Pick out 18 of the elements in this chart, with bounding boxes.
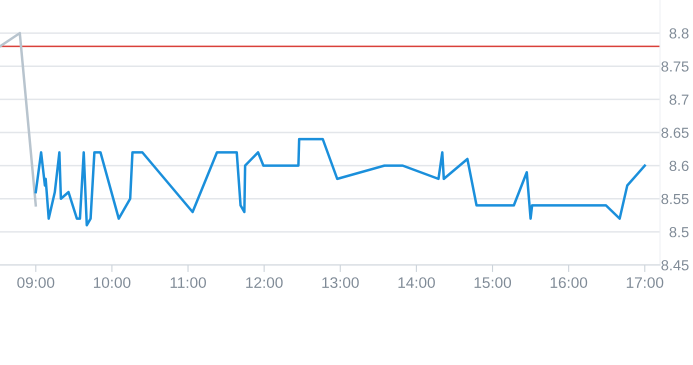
x-tick-label: 09:00 (17, 277, 54, 288)
x-tick-label: 11:00 (170, 277, 206, 288)
x-tick-label: 12:00 (246, 277, 283, 288)
x-tick-label: 17:00 (626, 277, 664, 288)
y-tick-label: 8.8 (670, 28, 689, 39)
x-tick-label: 10:00 (94, 277, 130, 288)
x-tick-label: 14:00 (398, 277, 435, 288)
y-tick-label: 8.55 (661, 194, 689, 204)
y-tick-label: 8.7 (670, 94, 688, 105)
x-tick-label: 16:00 (550, 277, 588, 288)
y-tick-label: 8.65 (661, 128, 689, 138)
y-tick-label: 8.5 (670, 226, 689, 238)
y-tick-label: 8.45 (661, 260, 689, 270)
y-tick-label: 8.6 (670, 160, 689, 172)
x-tick-label: 15:00 (474, 277, 512, 288)
x-tick-label: 13:00 (322, 277, 359, 288)
y-tick-label: 8.75 (661, 61, 689, 72)
line-series (34, 138, 646, 226)
